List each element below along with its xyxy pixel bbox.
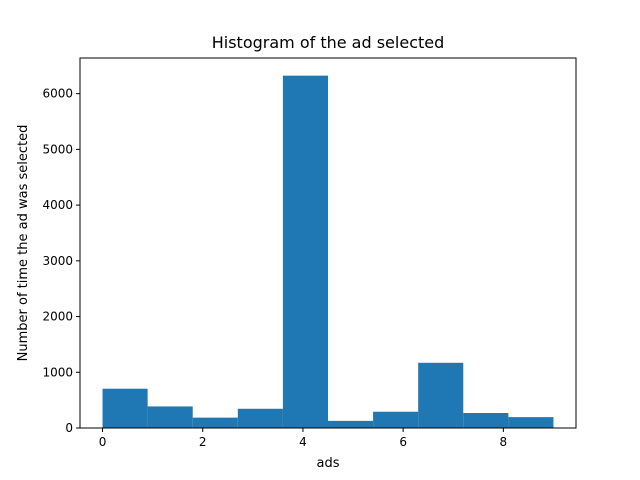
y-tick-label: 2000 <box>42 310 73 324</box>
histogram-bar <box>328 420 374 428</box>
y-tick-label: 1000 <box>42 365 73 379</box>
histogram-bar <box>102 388 148 428</box>
histogram-bar <box>373 411 419 428</box>
histogram-bar <box>147 406 193 428</box>
y-axis-label: Number of time the ad was selected <box>16 125 31 362</box>
histogram-bar <box>418 362 464 428</box>
x-tick-label: 6 <box>399 435 407 449</box>
x-tick-label: 4 <box>299 435 307 449</box>
x-axis-ticks: 0 2 4 6 8 <box>99 428 507 449</box>
y-tick-label: 6000 <box>42 87 73 101</box>
bars-group <box>102 75 554 428</box>
histogram-bar <box>463 413 509 428</box>
histogram-bar <box>508 417 554 428</box>
y-tick-label: 4000 <box>42 198 73 212</box>
histogram-bar <box>282 75 328 428</box>
x-tick-label: 2 <box>199 435 207 449</box>
y-tick-label: 3000 <box>42 254 73 268</box>
histogram-bar <box>237 408 283 428</box>
x-tick-label: 0 <box>99 435 107 449</box>
x-tick-label: 8 <box>500 435 508 449</box>
plot-area-frame <box>79 57 577 429</box>
y-tick-label: 0 <box>65 421 73 435</box>
y-tick-label: 5000 <box>42 142 73 156</box>
chart-title: Histogram of the ad selected <box>212 33 445 52</box>
histogram-bar <box>192 417 238 428</box>
x-axis-label: ads <box>317 456 340 471</box>
y-axis-ticks: 0 1000 2000 3000 4000 5000 6000 <box>42 87 80 435</box>
